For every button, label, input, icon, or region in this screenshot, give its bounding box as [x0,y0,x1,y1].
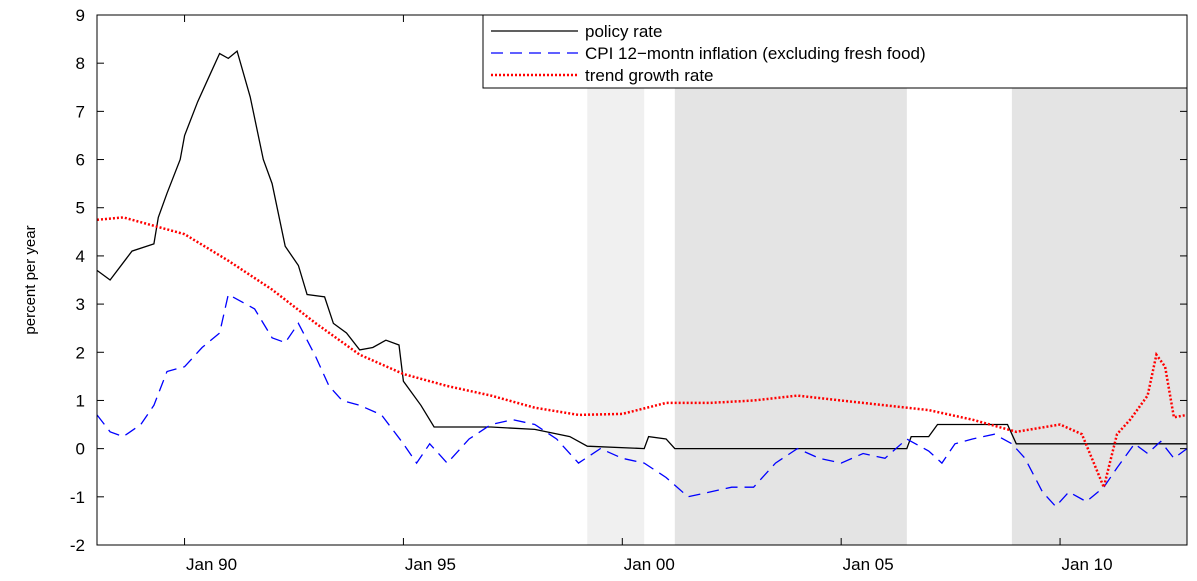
x-tick-label: Jan 00 [624,555,675,574]
legend-label: CPI 12−montn inflation (excluding fresh … [585,44,926,63]
y-tick-label: 2 [76,343,85,362]
shaded-region [587,15,645,545]
y-tick-label: 6 [76,151,85,170]
legend-label: trend growth rate [585,66,714,85]
x-tick-label: Jan 10 [1062,555,1113,574]
x-tick-label: Jan 95 [405,555,456,574]
x-tick-label: Jan 05 [843,555,894,574]
series-line [96,293,1188,508]
y-tick-label: -2 [70,536,85,555]
y-tick-label: 7 [76,102,85,121]
y-tick-label: 1 [76,391,85,410]
legend-label: policy rate [585,22,662,41]
legend-box [482,14,1188,89]
shaded-region [1011,15,1187,545]
y-tick-label: 0 [76,440,85,459]
shaded-region [674,15,907,545]
series-line [96,49,1187,450]
y-tick-label: 4 [76,247,85,266]
y-tick-label: 3 [76,295,85,314]
y-tick-label: 9 [76,6,85,25]
y-tick-label: 5 [76,199,85,218]
y-axis-label: percent per year [22,225,39,334]
y-tick-label: 8 [76,54,85,73]
x-tick-label: Jan 90 [186,555,237,574]
y-tick-label: -1 [70,488,85,507]
